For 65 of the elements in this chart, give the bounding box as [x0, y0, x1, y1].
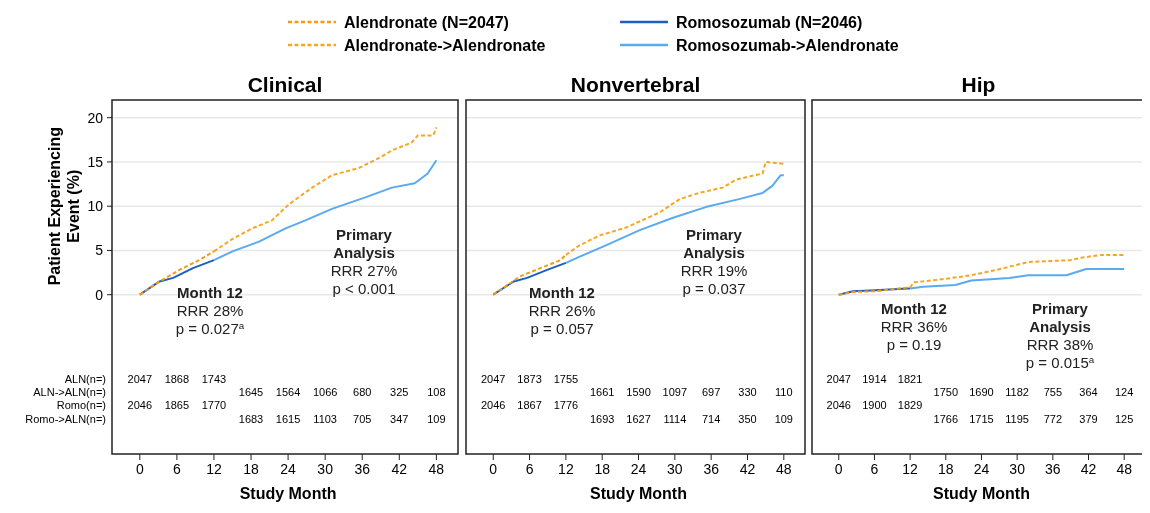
- annotation: 2047 1914 1821: [826, 372, 923, 385]
- x-tick-label: 42: [391, 461, 408, 477]
- x-tick-label: 6: [870, 461, 879, 477]
- x-tick-label: 6: [172, 461, 181, 477]
- y-tick-label: 20: [87, 109, 104, 126]
- x-tick-label: 30: [317, 461, 334, 477]
- legend-label: Alendronate->Alendronate: [344, 37, 546, 54]
- x-tick-label: 30: [1009, 461, 1026, 477]
- x-tick-label: 12: [558, 461, 574, 477]
- x-tick-label: 18: [938, 461, 954, 477]
- x-tick-label: 30: [667, 461, 683, 477]
- text: ALN(n=): [64, 372, 106, 385]
- legend-label: Alendronate (N=2047): [344, 14, 509, 31]
- text: 1750 1690 1182 755 364 124: [933, 386, 1134, 399]
- chart-title: Nonvertebral: [570, 73, 701, 96]
- x-tick-label: 24: [630, 461, 647, 477]
- x-tick-label: 0: [135, 461, 144, 477]
- x-tick-label: 12: [902, 461, 919, 477]
- annotation: 2047 1868 1743: [127, 372, 227, 385]
- annotation: 2046 1900 1829: [826, 399, 923, 412]
- annotation: Month 12 RRR 28% p = 0.027$^{a}$: [175, 284, 245, 337]
- x-tick-label: 36: [354, 461, 371, 477]
- x-tick-label: 0: [834, 461, 843, 477]
- x-tick-label: 42: [739, 461, 756, 477]
- annotation: 2047 1873 1755: [481, 372, 579, 385]
- x-axis-title: Study Month: [590, 485, 687, 502]
- y-tick-label: 10: [87, 198, 104, 215]
- text: ALN->ALN(n=): [33, 386, 106, 399]
- annotation: Month 12 RRR 26% p = 0.057: [528, 284, 596, 337]
- chart-title: Clinical: [247, 73, 323, 96]
- text: 1661 1590 1097 697 330 110: [589, 386, 793, 399]
- annotation: 2046 1865 1770: [127, 399, 227, 412]
- text: 1766 1715 1195 772 379 125: [933, 412, 1134, 425]
- x-tick-label: 24: [973, 461, 990, 477]
- legend-label: Romosozumab (N=2046): [676, 14, 863, 31]
- x-tick-label: 48: [1116, 461, 1133, 477]
- annotation: Primary Analysis RRR 27% p < 0.001: [330, 226, 398, 297]
- annotation: 2046 1867 1776: [481, 399, 579, 412]
- text: 1693 1627 1114 714 350 109: [589, 412, 793, 425]
- annotation: Primary Analysis RRR 38% p = 0.015$^{a}$: [1025, 300, 1095, 371]
- legend-label: Romosozumab->Alendronate: [676, 37, 899, 54]
- y-tick-label: 5: [95, 242, 104, 259]
- y-tick-label: 0: [95, 286, 104, 303]
- text: Romo->ALN(n=): [25, 412, 106, 425]
- x-axis-title: Study Month: [933, 485, 1030, 502]
- text: Romo(n=): [56, 399, 106, 412]
- annotation: Primary Analysis RRR 19% p = 0.037: [680, 226, 748, 297]
- x-tick-label: 24: [280, 461, 297, 477]
- text: 1645 1564 1066 680 325 108: [238, 386, 446, 399]
- x-tick-label: 48: [776, 461, 792, 477]
- x-tick-label: 18: [243, 461, 260, 477]
- y-tick-label: 15: [87, 153, 104, 170]
- x-tick-label: 36: [1045, 461, 1061, 477]
- x-tick-label: 0: [489, 461, 498, 477]
- x-tick-label: 18: [594, 461, 611, 477]
- x-axis-title: Study Month: [239, 485, 337, 502]
- x-tick-label: 36: [703, 461, 720, 477]
- text: 1683 1615 1103 705 347 109: [238, 412, 446, 425]
- x-tick-label: 12: [206, 461, 222, 477]
- x-tick-label: 6: [525, 461, 534, 477]
- x-tick-label: 42: [1080, 461, 1097, 477]
- x-tick-label: 48: [428, 461, 445, 477]
- y-axis-title: Patient Experiencing Event (%): [46, 127, 82, 286]
- chart-title: Hip: [961, 73, 996, 96]
- annotation: Month 12 RRR 36% p = 0.19: [880, 300, 948, 353]
